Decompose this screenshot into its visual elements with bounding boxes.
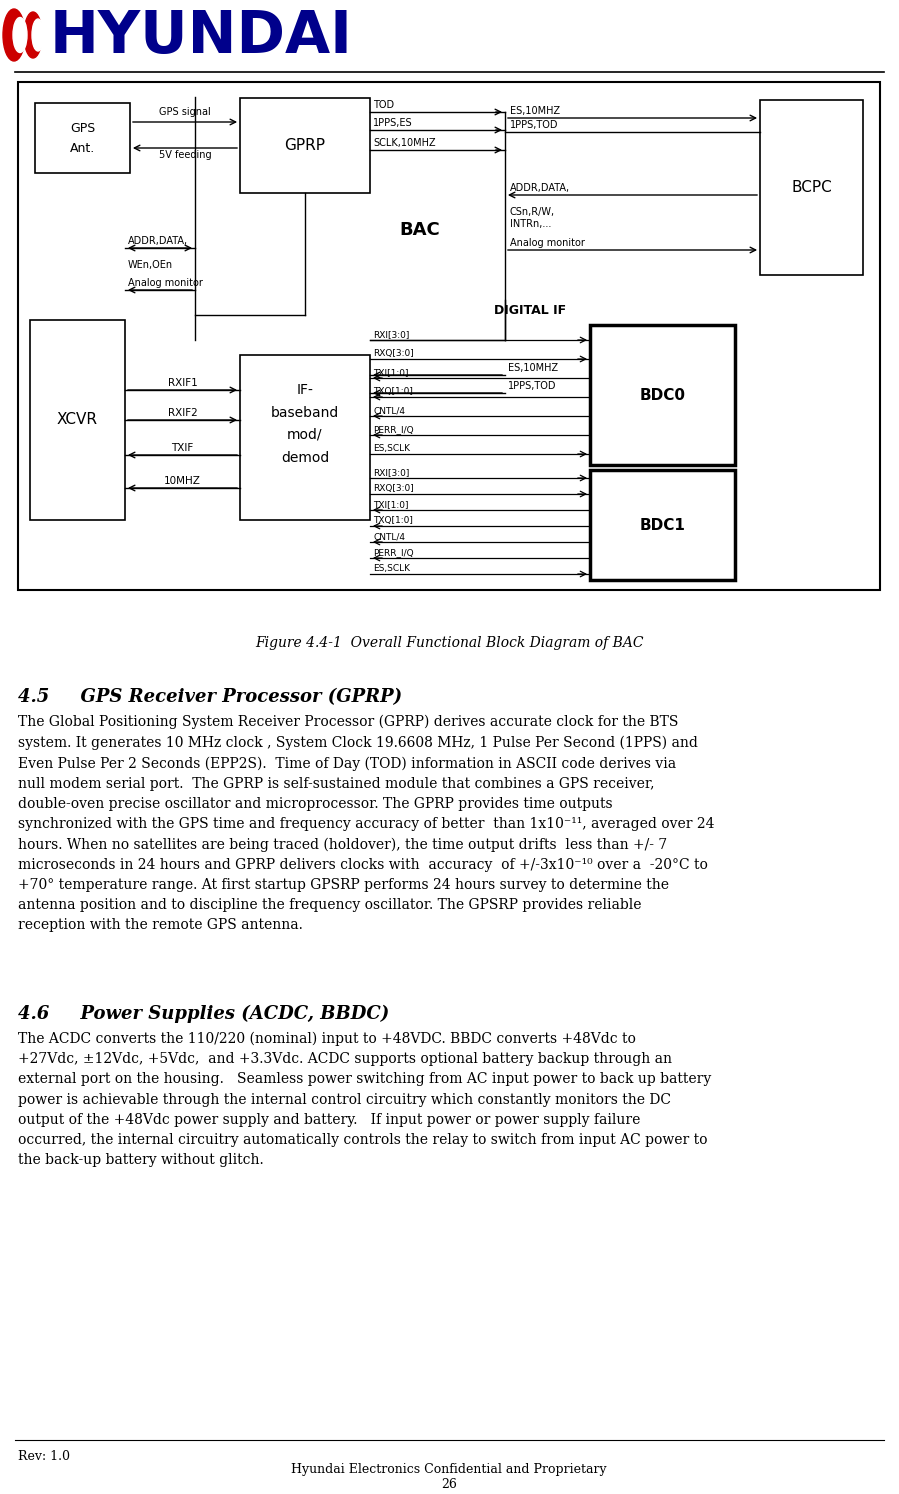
Text: GPRP: GPRP bbox=[284, 137, 325, 152]
Text: ES,SCLK: ES,SCLK bbox=[373, 565, 410, 574]
Bar bbox=[590, 326, 735, 465]
Text: ES,10MHZ: ES,10MHZ bbox=[508, 363, 558, 374]
Bar bbox=[35, 103, 130, 173]
Text: BCPC: BCPC bbox=[791, 179, 832, 196]
Text: 1PPS,TOD: 1PPS,TOD bbox=[510, 120, 558, 130]
Text: Rev: 1.0: Rev: 1.0 bbox=[18, 1451, 70, 1463]
Text: TOD: TOD bbox=[373, 100, 394, 111]
Bar bbox=[590, 471, 735, 580]
Text: BDC0: BDC0 bbox=[639, 387, 686, 402]
Text: RXQ[3:0]: RXQ[3:0] bbox=[373, 484, 414, 493]
Text: INTRn,...: INTRn,... bbox=[510, 220, 551, 229]
Text: Analog monitor: Analog monitor bbox=[128, 278, 203, 288]
Text: SCLK,10MHZ: SCLK,10MHZ bbox=[373, 137, 436, 148]
Text: PERR_I/Q: PERR_I/Q bbox=[373, 548, 414, 557]
Text: ES,SCLK: ES,SCLK bbox=[373, 444, 410, 453]
Text: TXI[1:0]: TXI[1:0] bbox=[373, 368, 408, 376]
Text: 1PPS,ES: 1PPS,ES bbox=[373, 118, 413, 128]
Text: 4.5     GPS Receiver Processor (GPRP): 4.5 GPS Receiver Processor (GPRP) bbox=[18, 689, 402, 707]
Text: ADDR,DATA,: ADDR,DATA, bbox=[510, 182, 570, 193]
Text: mod/: mod/ bbox=[288, 427, 323, 442]
Text: TXIF: TXIF bbox=[172, 444, 193, 453]
Text: 10MHZ: 10MHZ bbox=[164, 477, 201, 486]
Text: 26: 26 bbox=[441, 1478, 457, 1491]
Text: GPS: GPS bbox=[70, 121, 95, 134]
Text: PERR_I/Q: PERR_I/Q bbox=[373, 424, 414, 433]
Text: baseband: baseband bbox=[271, 406, 339, 420]
Text: 5V feeding: 5V feeding bbox=[159, 149, 211, 160]
Text: BDC1: BDC1 bbox=[639, 517, 685, 532]
Text: TXQ[1:0]: TXQ[1:0] bbox=[373, 515, 413, 524]
Text: WEn,OEn: WEn,OEn bbox=[128, 260, 174, 270]
Bar bbox=[240, 356, 370, 520]
Text: 1PPS,TOD: 1PPS,TOD bbox=[508, 381, 556, 391]
Text: DIGITAL IF: DIGITAL IF bbox=[494, 303, 566, 317]
Text: RXQ[3:0]: RXQ[3:0] bbox=[373, 350, 414, 359]
Ellipse shape bbox=[32, 19, 44, 51]
Text: IF-: IF- bbox=[297, 382, 314, 397]
Text: Analog monitor: Analog monitor bbox=[510, 238, 585, 248]
Bar bbox=[18, 82, 880, 590]
Text: HYUNDAI: HYUNDAI bbox=[50, 7, 353, 66]
Bar bbox=[760, 100, 863, 275]
Text: Hyundai Electronics Confidential and Proprietary: Hyundai Electronics Confidential and Pro… bbox=[291, 1463, 607, 1476]
Text: 4.6     Power Supplies (ACDC, BBDC): 4.6 Power Supplies (ACDC, BBDC) bbox=[18, 1005, 389, 1023]
Text: GPS signal: GPS signal bbox=[159, 108, 211, 117]
Text: ES,10MHZ: ES,10MHZ bbox=[510, 106, 560, 117]
Text: RXI[3:0]: RXI[3:0] bbox=[373, 330, 409, 339]
Text: The Global Positioning System Receiver Processor (GPRP) derives accurate clock f: The Global Positioning System Receiver P… bbox=[18, 716, 715, 932]
Bar bbox=[30, 320, 125, 520]
Text: RXI[3:0]: RXI[3:0] bbox=[373, 468, 409, 477]
Text: ADDR,DATA,: ADDR,DATA, bbox=[128, 236, 188, 247]
Ellipse shape bbox=[3, 9, 25, 61]
Text: Ant.: Ant. bbox=[70, 142, 95, 154]
Text: TXQ[1:0]: TXQ[1:0] bbox=[373, 387, 413, 396]
Text: CSn,R/W,: CSn,R/W, bbox=[510, 208, 555, 217]
Text: RXIF1: RXIF1 bbox=[167, 378, 198, 388]
Ellipse shape bbox=[24, 12, 42, 58]
Text: XCVR: XCVR bbox=[57, 412, 98, 427]
Text: demod: demod bbox=[280, 451, 329, 465]
Ellipse shape bbox=[13, 18, 27, 52]
Text: RXIF2: RXIF2 bbox=[167, 408, 198, 418]
Bar bbox=[240, 99, 370, 193]
Text: TXI[1:0]: TXI[1:0] bbox=[373, 500, 408, 509]
Text: The ACDC converts the 110/220 (nominal) input to +48VDC. BBDC converts +48Vdc to: The ACDC converts the 110/220 (nominal) … bbox=[18, 1032, 711, 1167]
Text: BAC: BAC bbox=[400, 221, 441, 239]
Text: CNTL/4: CNTL/4 bbox=[373, 532, 405, 541]
Text: CNTL/4: CNTL/4 bbox=[373, 406, 405, 415]
Text: Figure 4.4-1  Overall Functional Block Diagram of BAC: Figure 4.4-1 Overall Functional Block Di… bbox=[254, 636, 644, 650]
